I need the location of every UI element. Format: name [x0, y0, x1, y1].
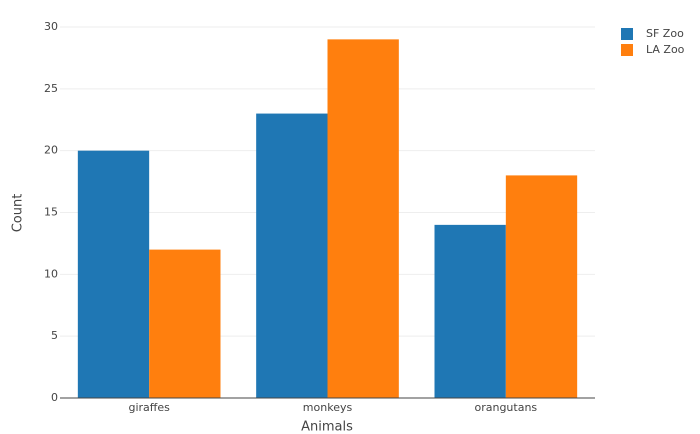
- y-tick-label: 25: [44, 82, 58, 95]
- bar: [434, 224, 506, 398]
- legend-swatch: [621, 44, 633, 56]
- bar: [256, 113, 328, 399]
- y-tick-label: 0: [51, 391, 58, 404]
- x-tick-label: giraffes: [128, 401, 170, 414]
- y-tick-label: 5: [51, 329, 58, 342]
- legend-label: LA Zoo: [646, 43, 685, 56]
- bar: [149, 249, 221, 398]
- bar: [505, 175, 578, 398]
- x-tick-label: monkeys: [303, 401, 353, 414]
- legend-label: SF Zoo: [646, 27, 684, 40]
- x-tick-label: orangutans: [474, 401, 537, 414]
- y-tick-label: 30: [44, 20, 58, 33]
- x-axis-title: Animals: [301, 420, 353, 434]
- bar: [77, 150, 150, 398]
- bar: [327, 39, 399, 398]
- y-tick-label: 15: [44, 206, 58, 219]
- y-tick-label: 10: [44, 267, 58, 280]
- y-axis-title: Count: [11, 194, 26, 233]
- legend-swatch: [621, 28, 633, 40]
- y-tick-label: 20: [44, 144, 58, 157]
